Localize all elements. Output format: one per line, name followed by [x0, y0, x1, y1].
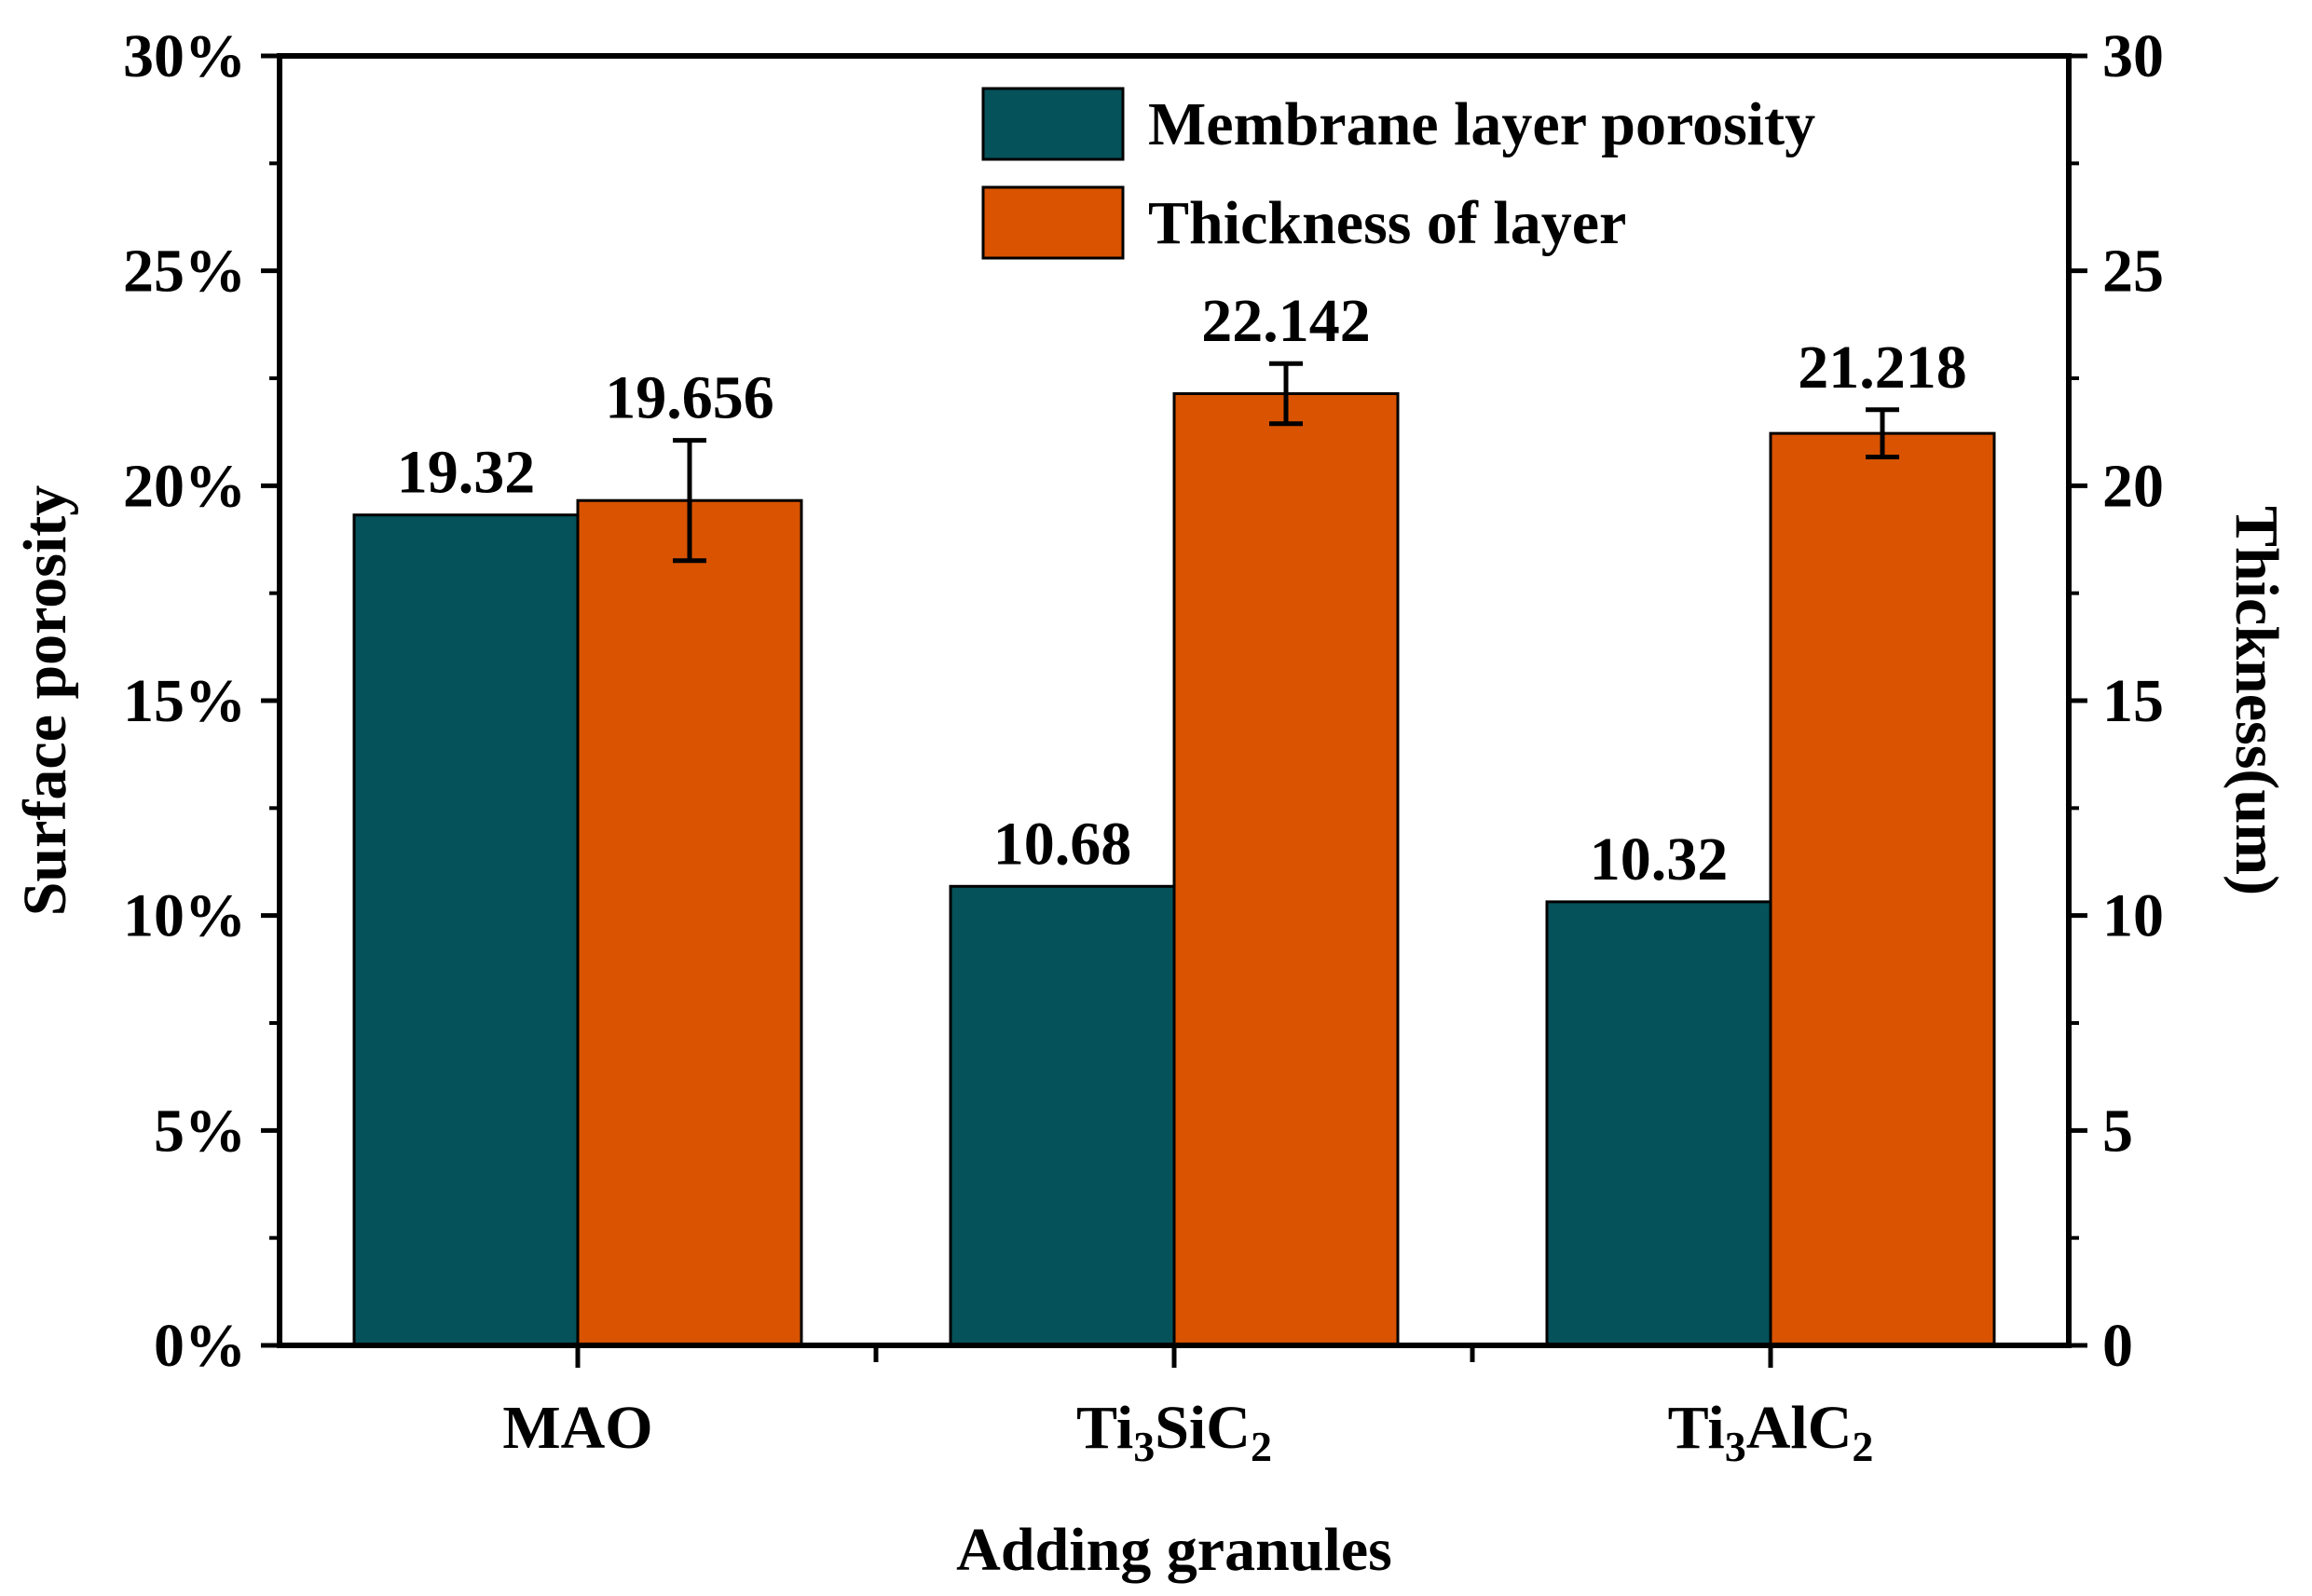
bar-0-0 — [352, 513, 580, 1347]
y-axis-label-left: Surface porosity — [11, 485, 79, 917]
y-right-tick-label-4: 20 — [2102, 452, 2164, 520]
y-left-tick-label-4: 20% — [123, 452, 246, 520]
legend: Membrane layer porosity Thickness of laye… — [981, 87, 1815, 260]
legend-swatch-1 — [981, 185, 1125, 260]
y-right-tick-label-1: 5 — [2102, 1097, 2133, 1165]
bars-layer — [352, 392, 1996, 1347]
bar-0-2 — [1545, 900, 1772, 1347]
y-right-tick-label-5: 25 — [2102, 238, 2164, 306]
legend-swatch-0 — [981, 87, 1125, 161]
bar-1-1 — [1172, 392, 1400, 1347]
bar-1-0 — [576, 498, 803, 1347]
y-left-tick-label-5: 25% — [123, 238, 246, 306]
y-left-tick-label-2: 10% — [123, 882, 246, 950]
axes-layer: MAO Ti3SiC2 Ti3AlC2 0% 5% 10% 15% 20% 25% 30% 0 5 10… — [123, 22, 2164, 1470]
data-label-0-0: 19.32 — [397, 439, 536, 507]
x-tick-label-1: Ti3SiC2 — [1076, 1394, 1272, 1470]
bar-1-2 — [1769, 431, 1996, 1347]
data-labels-layer: 19.32 19.656 10.68 22.142 10.32 21.218 — [397, 287, 1967, 893]
x-axis-label: Adding granules — [956, 1516, 1392, 1584]
data-label-1-0: 19.656 — [605, 364, 774, 432]
data-label-0-1: 10.68 — [993, 810, 1132, 878]
legend-label-1: Thickness of layer — [1148, 189, 1626, 257]
data-label-1-2: 21.218 — [1798, 334, 1967, 402]
bar-0-1 — [949, 884, 1176, 1347]
y-right-tick-label-0: 0 — [2102, 1312, 2133, 1380]
error-bars-layer — [673, 361, 1899, 564]
y-right-tick-label-6: 30 — [2102, 22, 2164, 90]
y-left-tick-label-0: 0% — [154, 1312, 246, 1380]
x-tick-label-0: MAO — [502, 1394, 652, 1462]
legend-label-0: Membrane layer porosity — [1148, 90, 1815, 158]
y-right-tick-label-3: 15 — [2102, 667, 2164, 735]
y-left-tick-label-3: 15% — [123, 667, 246, 735]
y-right-tick-label-2: 10 — [2102, 882, 2164, 950]
data-label-0-2: 10.32 — [1590, 825, 1729, 893]
y-axis-label-right: Thickness(um) — [2223, 506, 2291, 895]
data-label-1-1: 22.142 — [1201, 287, 1371, 355]
y-left-tick-label-6: 30% — [123, 22, 246, 90]
y-left-tick-label-1: 5% — [154, 1097, 246, 1165]
x-tick-label-2: Ti3AlC2 — [1668, 1394, 1874, 1470]
